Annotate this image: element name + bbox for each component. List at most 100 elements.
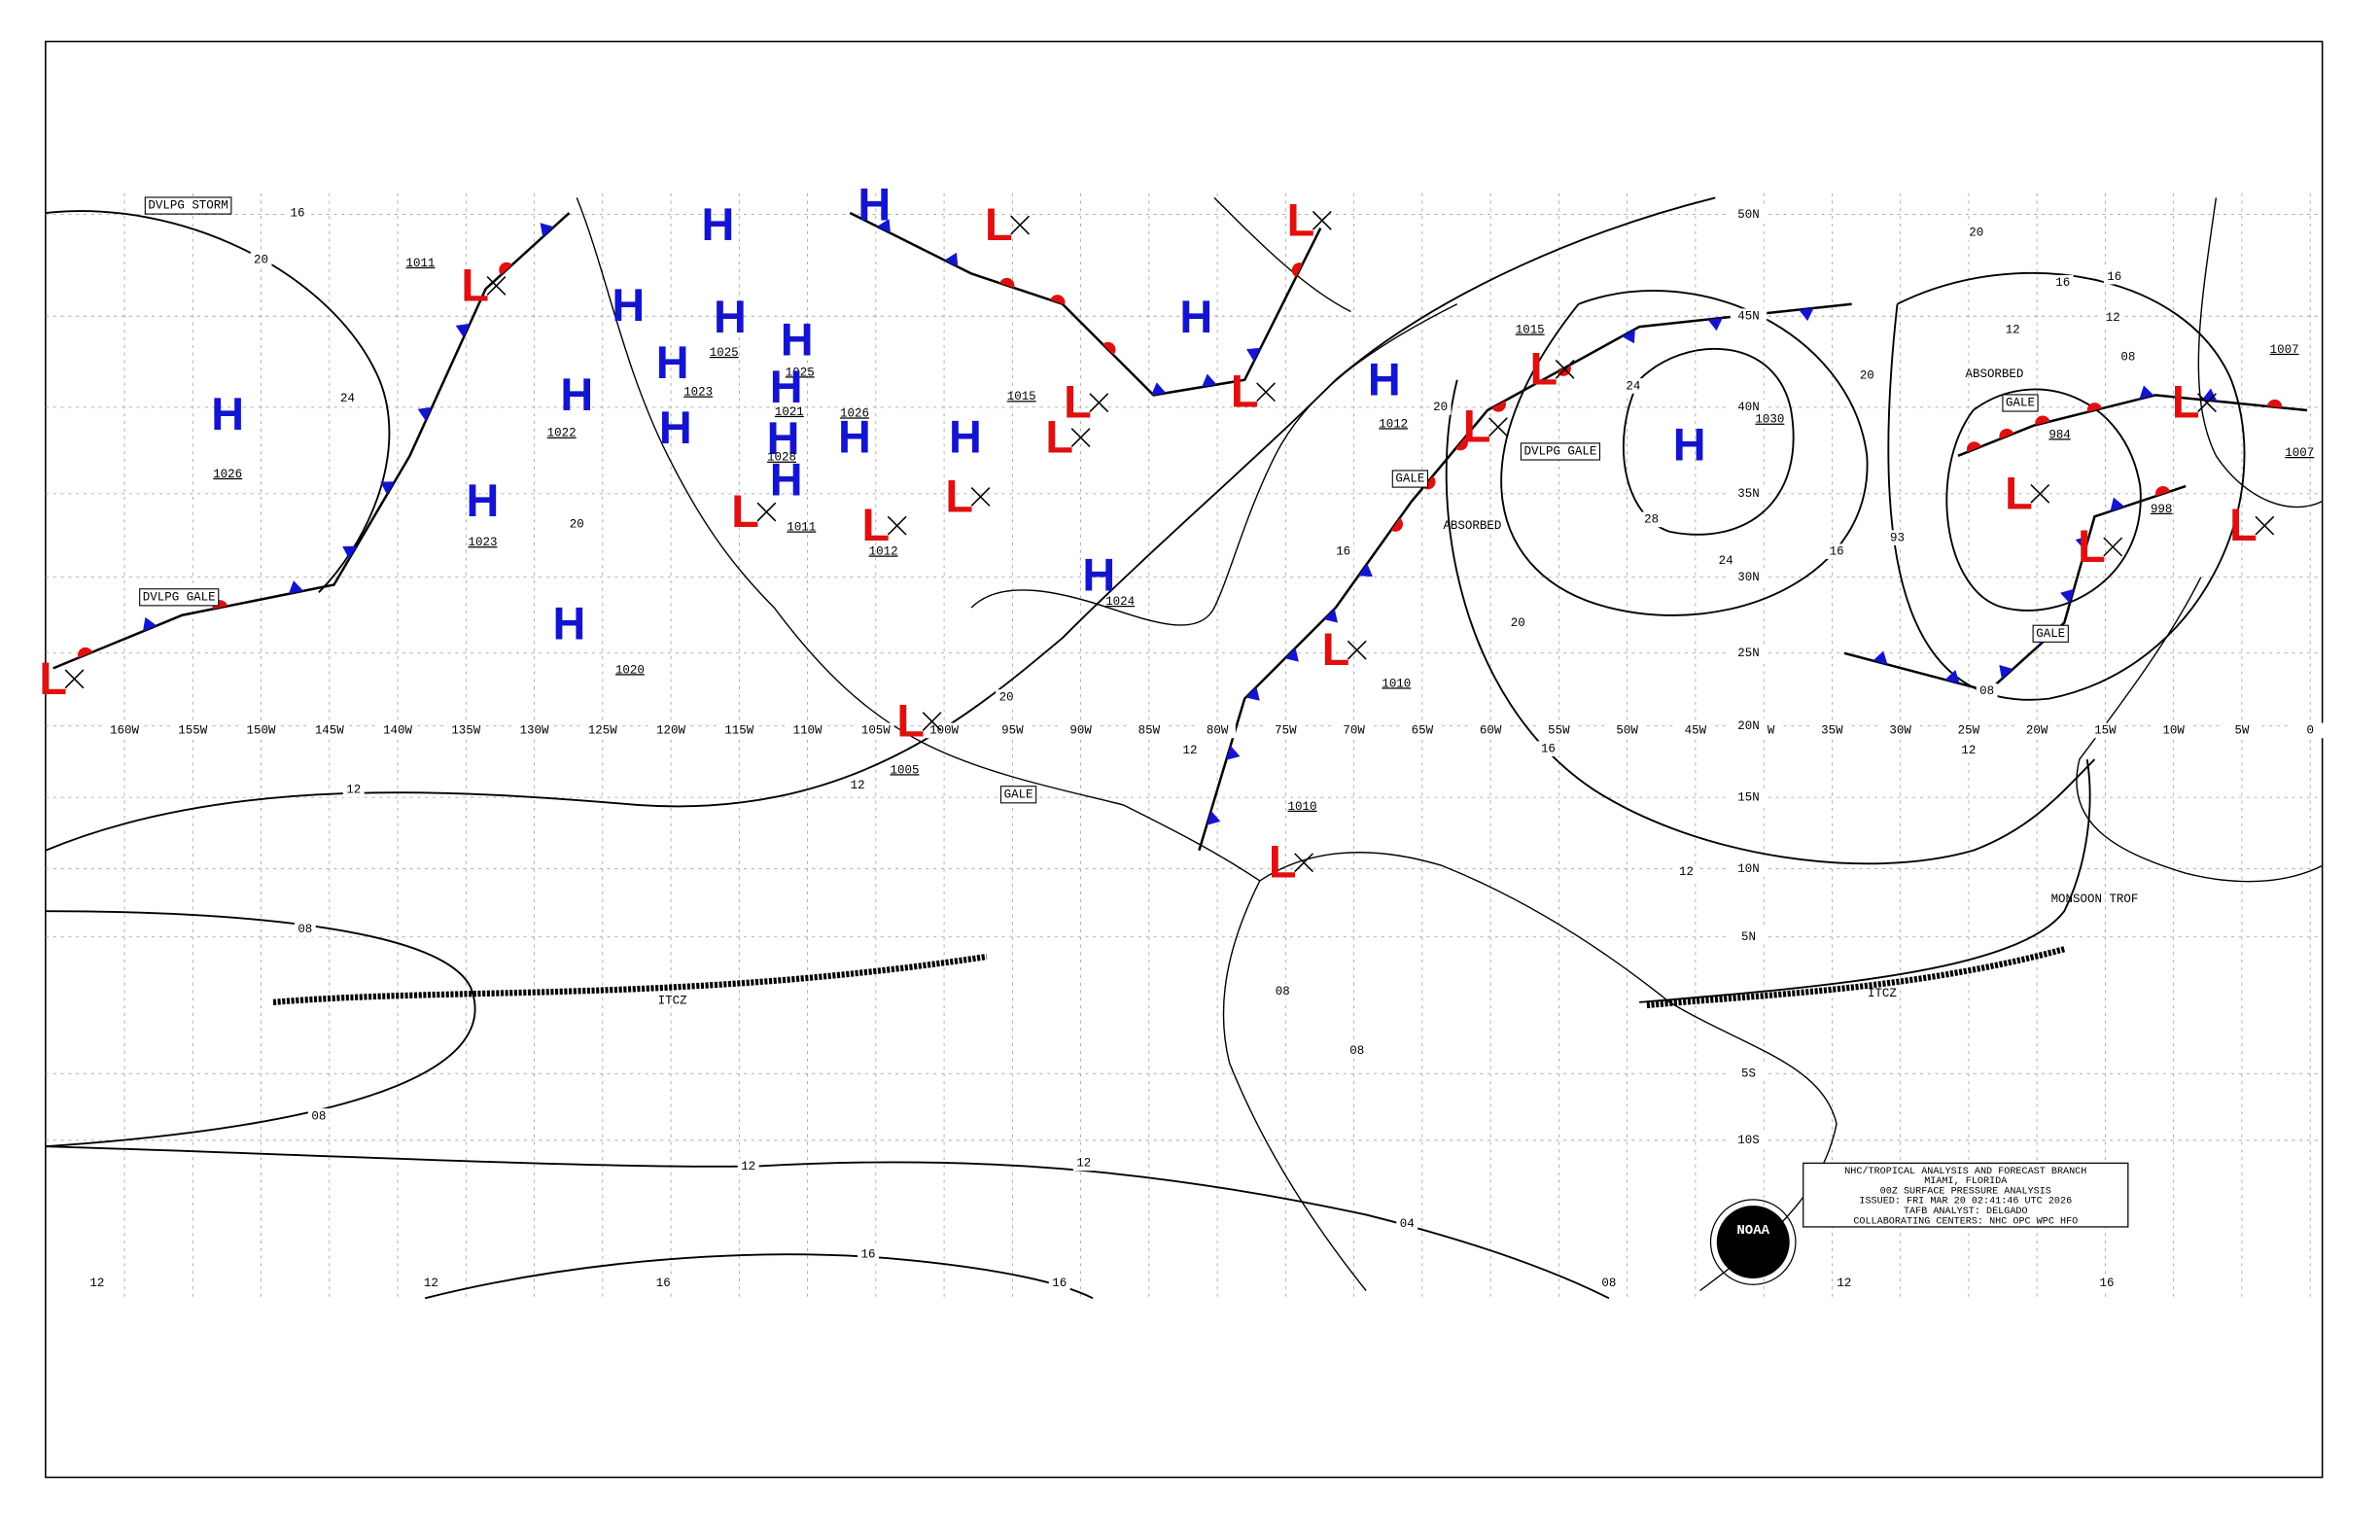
warm-front-symbol (1966, 441, 1981, 453)
lat-label-box (1730, 718, 1768, 734)
isobar-label: 28 (1644, 513, 1659, 527)
isobar-label: 16 (1541, 742, 1556, 755)
lon-label-box (994, 722, 1032, 739)
lon-label-box (1199, 722, 1236, 739)
central-pressure: 1010 (1382, 677, 1411, 690)
isobar-label: 12 (1679, 865, 1694, 879)
cold-front-symbol (1799, 307, 1814, 322)
itcz (1646, 946, 2066, 1009)
central-pressure: 1026 (840, 406, 869, 420)
cold-front-symbol (1226, 745, 1241, 760)
high-pressure-center: H (770, 454, 803, 505)
longitude-label: 130W (520, 724, 549, 738)
cold-front-symbol (1872, 650, 1888, 665)
longitude-label: 60W (1480, 724, 1502, 738)
cold-front-symbol (540, 223, 554, 237)
isobar-label-box (342, 782, 365, 798)
front-label-box (144, 196, 232, 215)
high-pressure-center: H (553, 599, 586, 649)
high-pressure-center: H (659, 402, 692, 453)
low-pressure-center: L (1529, 343, 1558, 394)
cold-front-symbol (2110, 497, 2125, 511)
logo-ring (1709, 1199, 1797, 1285)
cold-front-symbol (876, 219, 891, 233)
isobar-label-box (1346, 1043, 1368, 1059)
isobar-label-box (1675, 863, 1698, 880)
low-center-mark (1312, 210, 1332, 230)
cold-front-symbol (1622, 329, 1635, 344)
isobar-label: 12 (424, 1277, 438, 1290)
isobar-label-box (2051, 275, 2074, 291)
labels: 160W 155W 150W 145W 140W 135W 130W 125W 120W 115W… (39, 180, 2328, 1291)
isobar-label-box (566, 516, 588, 532)
lat-label-box (1730, 569, 1768, 585)
longitude-label: 90W (1069, 724, 1092, 738)
latitude-label: 25N (1737, 647, 1759, 660)
high-pressure-center: H (612, 280, 645, 331)
low-center-mark (1256, 382, 1276, 402)
lon-label-box (858, 722, 894, 739)
warm-front-symbol (1291, 262, 1304, 277)
isobar (45, 1145, 1610, 1300)
longitude-label: 120W (656, 724, 685, 738)
central-pressure: 1023 (469, 536, 498, 549)
isobar-label-box (1856, 368, 1878, 383)
warm-front-symbol (78, 647, 93, 658)
isobar-label: 20 (1433, 401, 1448, 414)
lon-label-box (1950, 722, 1987, 739)
isobar-label: 04 (1400, 1217, 1415, 1231)
central-pressure: 1011 (787, 521, 816, 535)
isobars (45, 196, 2246, 1300)
high-pressure-center: H (781, 315, 814, 366)
latitude-label: 5S (1741, 1068, 1756, 1081)
cold-front-symbol (2139, 385, 2154, 400)
central-pressure: 1028 (767, 451, 796, 465)
isobar-label-box (2117, 349, 2139, 366)
isobar-label-box (287, 205, 308, 221)
cold-front-symbol (1707, 317, 1723, 332)
longitude-label: 45W (1685, 724, 1707, 738)
isobar-label: 12 (2106, 311, 2120, 325)
isobar-label-box (420, 1275, 442, 1291)
isobar-label: 16 (861, 1247, 876, 1261)
frame (45, 40, 2324, 1479)
cold-front-symbol (1944, 669, 1960, 684)
isobar-label-box (1179, 742, 1201, 758)
low-center-mark (1089, 393, 1109, 413)
isobar-label: 12 (346, 784, 361, 797)
longitude-label: 55W (1548, 724, 1570, 738)
isobar-label-box (1429, 400, 1452, 415)
front-label: MONSOON TROF (2051, 892, 2139, 906)
isobar-label-box (1826, 543, 1848, 559)
lon-label-box (1267, 722, 1305, 739)
lon-label-box (1335, 722, 1373, 739)
central-pressure: 1005 (891, 763, 920, 777)
central-pressure: 984 (2048, 428, 2070, 441)
latitude-label: 15N (1737, 790, 1759, 804)
warm-front-symbol (1455, 437, 1468, 451)
central-pressure: 1012 (869, 544, 898, 558)
high-pressure-center: H (702, 199, 735, 250)
front-label: ABSORBED (1443, 519, 1501, 533)
central-pressure: 1025 (786, 366, 815, 379)
central-pressure: 1010 (1288, 800, 1317, 814)
longitude-label: 155W (178, 724, 207, 738)
lon-label-box (1404, 722, 1441, 739)
info-box-line: ISSUED: FRI MAR 20 02:41:46 UTC 2026 (1859, 1197, 2072, 1208)
lon-label-box (379, 722, 416, 739)
latitude-label: 35N (1737, 487, 1759, 501)
cold-front-symbol (2075, 536, 2089, 551)
cold-front-symbol (1999, 664, 2013, 680)
lon-label-box (584, 722, 621, 739)
high-pressure-center: H (1368, 354, 1401, 404)
lat-label-box (1730, 645, 1768, 661)
isobar (424, 1253, 1094, 1300)
warm-front-symbol (2086, 402, 2103, 412)
isobar-label: 12 (741, 1160, 755, 1173)
europe (2197, 197, 2323, 508)
isobar-label: 12 (89, 1277, 104, 1290)
grid (45, 192, 2323, 1299)
logo-circle (1716, 1206, 1790, 1279)
cold-front-symbol (142, 616, 158, 632)
info-box (1802, 1162, 2129, 1228)
